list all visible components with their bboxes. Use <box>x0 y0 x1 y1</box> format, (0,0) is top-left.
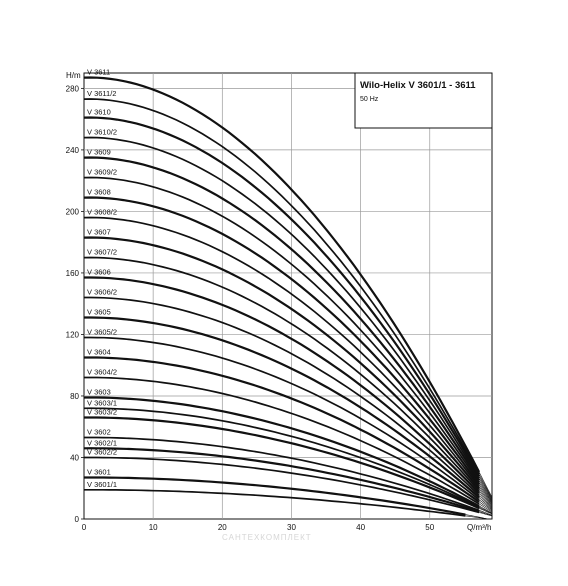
x-tick-label: 0 <box>82 523 87 532</box>
title-box <box>354 72 493 129</box>
curve-tail <box>478 495 493 509</box>
curve-tail <box>478 488 493 506</box>
curve-v-3607 <box>83 236 480 490</box>
series-label: V 3610/2 <box>87 128 117 137</box>
y-tick-label: 120 <box>66 330 80 339</box>
curve-tail <box>478 471 493 498</box>
curve-tail <box>478 507 493 515</box>
curve-tail <box>478 476 493 500</box>
curve-v-3602-1 <box>83 447 480 513</box>
curve-v-3609 <box>83 156 481 482</box>
curve-v-3607-2 <box>83 256 480 492</box>
series-label: V 3603/1 <box>87 398 117 407</box>
x-tick-label: 50 <box>425 523 434 532</box>
watermark-text: САНТЕХКОМПЛЕКТ <box>222 533 312 542</box>
series-label: V 3604 <box>87 348 111 357</box>
series-label: V 3611/2 <box>87 89 116 98</box>
curve-tail <box>478 474 493 499</box>
chart-subtitle: 50 Hz <box>360 96 379 103</box>
axis-ticks: 0 10 20 30 40 50 0 40 80 120 160 200 240 280 <box>66 84 435 532</box>
curve-v-3606-2 <box>84 296 480 497</box>
curve-tail <box>478 484 493 504</box>
series-label: V 3609 <box>87 148 111 157</box>
series-label: V 3606/2 <box>87 288 117 297</box>
curve-v-3608-2 <box>83 216 480 488</box>
curve-v-3611 <box>83 76 481 473</box>
curve-v-3601 <box>84 476 466 516</box>
series-label: V 3602 <box>87 427 111 436</box>
curve-tail <box>478 506 493 514</box>
x-tick-label: 20 <box>218 523 227 532</box>
series-label: V 3606 <box>87 268 111 277</box>
curve-tail <box>478 490 493 507</box>
curve-tail <box>478 486 493 505</box>
series-label: V 3609/2 <box>87 168 117 177</box>
series-label: V 3601 <box>87 467 111 476</box>
curve-v-3605-2 <box>84 336 480 501</box>
curve-tail <box>478 478 493 501</box>
curve-tail <box>478 497 493 510</box>
curve-tail <box>478 480 493 502</box>
x-tick-label: 40 <box>356 523 365 532</box>
y-axis-label: H/m <box>66 71 81 80</box>
curve-v-3604-2 <box>84 376 480 505</box>
curve-tail <box>478 505 493 514</box>
curve-v-3602 <box>84 436 480 512</box>
curve-tail <box>478 503 493 513</box>
series-label: V 3610 <box>87 108 111 117</box>
curve-v-3602-2 <box>84 456 480 514</box>
curve-v-3605 <box>84 316 480 499</box>
series-label: V 3605/2 <box>87 328 117 337</box>
curve-v-3606 <box>84 276 480 495</box>
series-label: V 3607/2 <box>87 248 117 257</box>
curve-tail <box>479 512 493 517</box>
series-label: V 3601/1 <box>87 480 117 489</box>
curve-v-3603 <box>84 396 480 508</box>
curve-tail <box>465 514 492 520</box>
curve-v-3604 <box>84 356 480 503</box>
curve-v-3601-1 <box>84 488 466 517</box>
series-label: V 3608 <box>87 188 111 197</box>
series-label: V 3611 <box>87 68 110 77</box>
curve-v-3610-2 <box>83 136 480 479</box>
y-tick-label: 200 <box>66 207 80 216</box>
series-label: V 3602/1 <box>87 438 117 447</box>
y-tick-label: 240 <box>66 146 80 155</box>
curve-v-3611-2 <box>83 98 480 475</box>
curve-tail <box>478 510 493 516</box>
performance-curves <box>83 76 493 520</box>
x-tick-label: 10 <box>149 523 158 532</box>
curve-v-3610 <box>83 116 481 477</box>
series-labels: V 3611 V 3611/2 V 3610 V 3610/2 V 3609 V 3609… <box>87 68 117 489</box>
x-tick-label: 30 <box>287 523 296 532</box>
series-label: V 3605 <box>87 308 111 317</box>
y-tick-label: 0 <box>75 515 80 524</box>
curve-v-3603-1 <box>83 407 480 508</box>
series-label: V 3602/2 <box>87 447 117 456</box>
y-tick-label: 80 <box>70 392 79 401</box>
curve-v-3609-2 <box>83 176 480 484</box>
curve-tail <box>465 515 492 520</box>
curve-tail <box>479 511 493 516</box>
series-label: V 3603 <box>87 388 111 397</box>
series-label: V 3603/2 <box>87 407 117 416</box>
curve-tail <box>478 482 493 503</box>
y-tick-label: 160 <box>66 269 80 278</box>
series-label: V 3607 <box>87 228 111 237</box>
curve-tail <box>478 501 493 512</box>
y-tick-label: 280 <box>66 84 80 93</box>
curve-v-3603-2 <box>84 416 480 510</box>
chart-title: Wilo-Helix V 3601/1 - 3611 <box>360 80 476 91</box>
curve-v-3608 <box>83 196 480 486</box>
series-label: V 3608/2 <box>87 208 117 217</box>
curve-tail <box>478 493 493 508</box>
plot-frame <box>83 72 493 520</box>
curve-tail <box>478 499 493 511</box>
series-label: V 3604/2 <box>87 368 117 377</box>
y-tick-label: 40 <box>70 453 79 462</box>
x-axis-label: Q/m³/h <box>467 523 491 532</box>
